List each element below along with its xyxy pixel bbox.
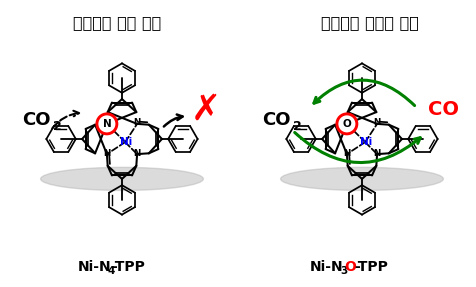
- Text: 대칭성을 가진 구조: 대칭성을 가진 구조: [73, 15, 161, 30]
- Text: 2: 2: [52, 120, 61, 133]
- Text: CO: CO: [21, 111, 50, 129]
- Text: N: N: [343, 149, 350, 158]
- Text: CO: CO: [262, 111, 290, 129]
- Text: Ni-N: Ni-N: [78, 260, 111, 274]
- Text: N: N: [133, 149, 141, 158]
- Text: -TPP: -TPP: [355, 260, 388, 274]
- Text: Ni: Ni: [120, 137, 132, 147]
- Text: N: N: [103, 149, 110, 158]
- Text: CO: CO: [428, 100, 459, 119]
- Text: N: N: [374, 149, 381, 158]
- Text: ✗: ✗: [191, 93, 221, 127]
- Circle shape: [337, 114, 357, 134]
- Text: O: O: [343, 119, 351, 129]
- Text: 대칭성이 뒤틀린 구조: 대칭성이 뒤틀린 구조: [321, 15, 419, 30]
- Circle shape: [97, 114, 117, 134]
- Text: 2: 2: [293, 120, 301, 133]
- Ellipse shape: [281, 167, 443, 191]
- Text: 4: 4: [107, 265, 115, 276]
- Text: Ni-N: Ni-N: [309, 260, 343, 274]
- Text: O: O: [344, 260, 356, 274]
- Text: 3: 3: [340, 265, 347, 276]
- Text: N: N: [374, 118, 381, 127]
- Text: N: N: [102, 119, 111, 129]
- Text: -TPP: -TPP: [111, 260, 145, 274]
- Ellipse shape: [40, 167, 203, 191]
- Text: N: N: [133, 118, 141, 127]
- Text: Ni: Ni: [360, 137, 372, 147]
